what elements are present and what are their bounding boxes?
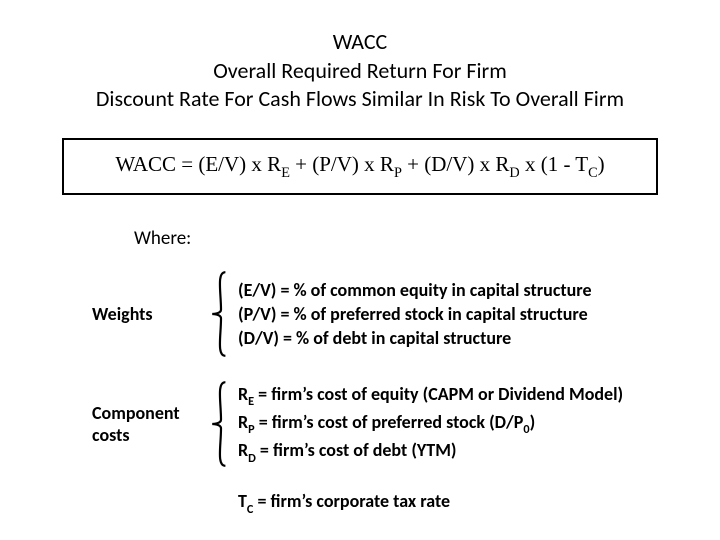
formula-close: ) <box>598 152 605 176</box>
formula-tax: (1 - T <box>541 152 588 176</box>
formula-dv: (D/V) x R <box>424 152 509 176</box>
costs-label: Component costs <box>92 402 210 446</box>
tax-row: TC = firm’s corporate tax rate <box>52 490 668 516</box>
formula-sub-p: P <box>394 165 402 181</box>
formula-sub-d: D <box>509 165 519 181</box>
tax-sub: C <box>247 502 253 517</box>
weights-row: Weights (E/V) = % of common equity in ca… <box>52 270 668 358</box>
weights-label: Weights <box>92 303 210 325</box>
formula-ev: (E/V) x R <box>198 152 281 176</box>
cost-rd: RD = firm’s cost of debt (YTM) <box>238 438 623 466</box>
formula-pv: (P/V) x R <box>312 152 394 176</box>
tax-symbol: T <box>238 490 247 512</box>
formula-lhs: WACC = <box>115 152 198 176</box>
formula-plus-1: + <box>290 152 312 176</box>
formula-times: x <box>520 152 541 176</box>
wacc-formula-box: WACC = (E/V) x RE + (P/V) x RP + (D/V) x… <box>62 138 658 195</box>
formula-text: WACC = (E/V) x RE + (P/V) x RP + (D/V) x… <box>115 152 604 176</box>
weights-pv: (P/V) = % of preferred stock in capital … <box>238 302 592 326</box>
formula-plus-2: + <box>402 152 424 176</box>
title-block: WACC Overall Required Return For Firm Di… <box>52 28 668 114</box>
costs-row: Component costs RE = firm’s cost of equi… <box>52 380 668 468</box>
formula-sub-e: E <box>281 165 290 181</box>
weights-ev: (E/V) = % of common equity in capital st… <box>238 278 592 302</box>
formula-sub-c: C <box>588 165 598 181</box>
cost-re: RE = firm’s cost of equity (CAPM or Divi… <box>238 382 623 410</box>
brace-icon <box>210 270 232 358</box>
tax-text: = firm’s corporate tax rate <box>253 490 450 512</box>
slide: WACC Overall Required Return For Firm Di… <box>0 0 720 536</box>
title-line-1: WACC <box>52 28 668 57</box>
weights-dv: (D/V) = % of debt in capital structure <box>238 326 592 350</box>
weights-definitions: (E/V) = % of common equity in capital st… <box>238 278 592 351</box>
cost-rp: RP = firm’s cost of preferred stock (D/P… <box>238 410 623 438</box>
title-line-2: Overall Required Return For Firm <box>52 57 668 86</box>
costs-definitions: RE = firm’s cost of equity (CAPM or Divi… <box>238 382 623 466</box>
where-label: Where: <box>134 227 668 250</box>
brace-icon <box>210 380 232 468</box>
title-line-3: Discount Rate For Cash Flows Similar In … <box>52 85 668 114</box>
